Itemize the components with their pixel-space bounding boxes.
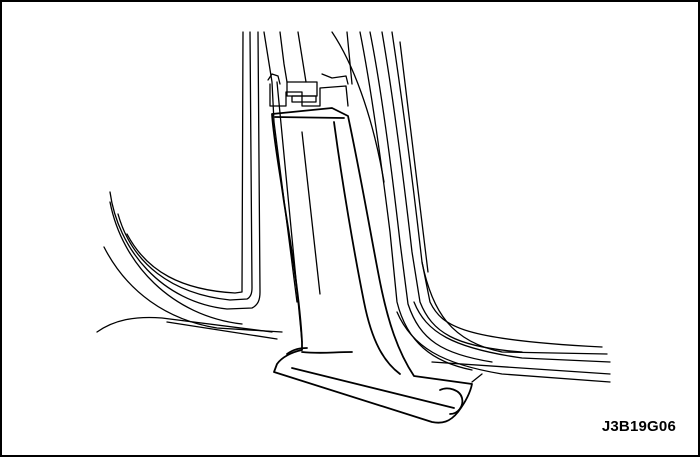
floor-sill bbox=[96, 316, 278, 340]
figure-code-label: J3B19G06 bbox=[601, 418, 676, 435]
seatbelt-anchor-bracket bbox=[267, 73, 349, 107]
front-door-frame bbox=[103, 31, 283, 333]
b-pillar-trim-panel bbox=[271, 107, 473, 424]
b-pillar-body bbox=[263, 31, 603, 371]
rear-door-frame bbox=[331, 31, 611, 383]
